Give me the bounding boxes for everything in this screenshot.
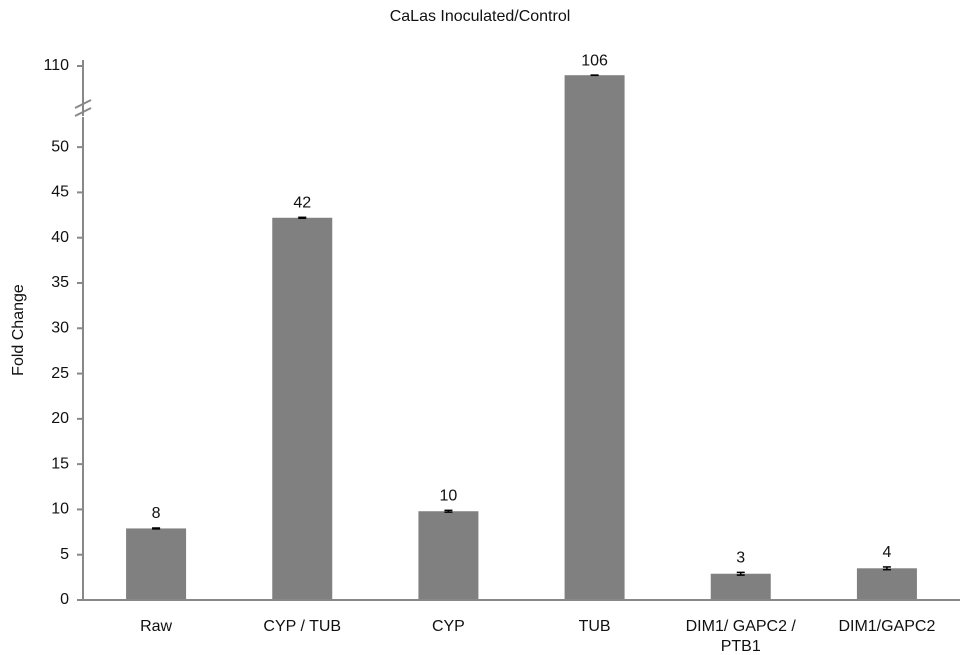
x-tick-label: CYP / TUB — [263, 618, 341, 635]
y-tick-label: 20 — [51, 410, 69, 427]
chart-title: CaLas Inoculated/Control — [390, 8, 571, 25]
y-tick-label: 5 — [60, 546, 69, 563]
y-tick-label: 0 — [60, 591, 69, 608]
value-label: 8 — [152, 505, 161, 522]
bar — [710, 573, 771, 600]
y-tick-label: 40 — [51, 229, 69, 246]
y-tick-label: 45 — [51, 184, 69, 201]
y-tick-label: 30 — [51, 319, 69, 336]
y-tick-label: 10 — [51, 501, 69, 518]
bar — [418, 511, 479, 600]
x-tick-label: Raw — [140, 618, 172, 635]
bar — [272, 217, 333, 600]
x-tick-label: CYP — [432, 618, 465, 635]
y-tick-label: 110 — [43, 57, 69, 74]
y-tick-label: 25 — [51, 365, 69, 382]
bar — [564, 75, 625, 600]
y-tick-label: 15 — [51, 455, 69, 472]
value-label: 42 — [293, 195, 311, 212]
x-tick-label: DIM1/GAPC2 — [838, 618, 935, 635]
y-axis-label: Fold Change — [10, 284, 27, 376]
y-tick-label: 50 — [51, 138, 69, 155]
bar — [856, 568, 917, 600]
value-label: 106 — [581, 52, 608, 69]
y-tick-label: 35 — [51, 274, 69, 291]
x-tick-label: DIM1/ GAPC2 /PTB1 — [686, 618, 797, 655]
bar — [126, 528, 187, 600]
value-label: 10 — [440, 488, 458, 505]
value-label: 4 — [882, 544, 891, 561]
x-tick-label: TUB — [579, 618, 611, 635]
value-label: 3 — [736, 550, 745, 567]
